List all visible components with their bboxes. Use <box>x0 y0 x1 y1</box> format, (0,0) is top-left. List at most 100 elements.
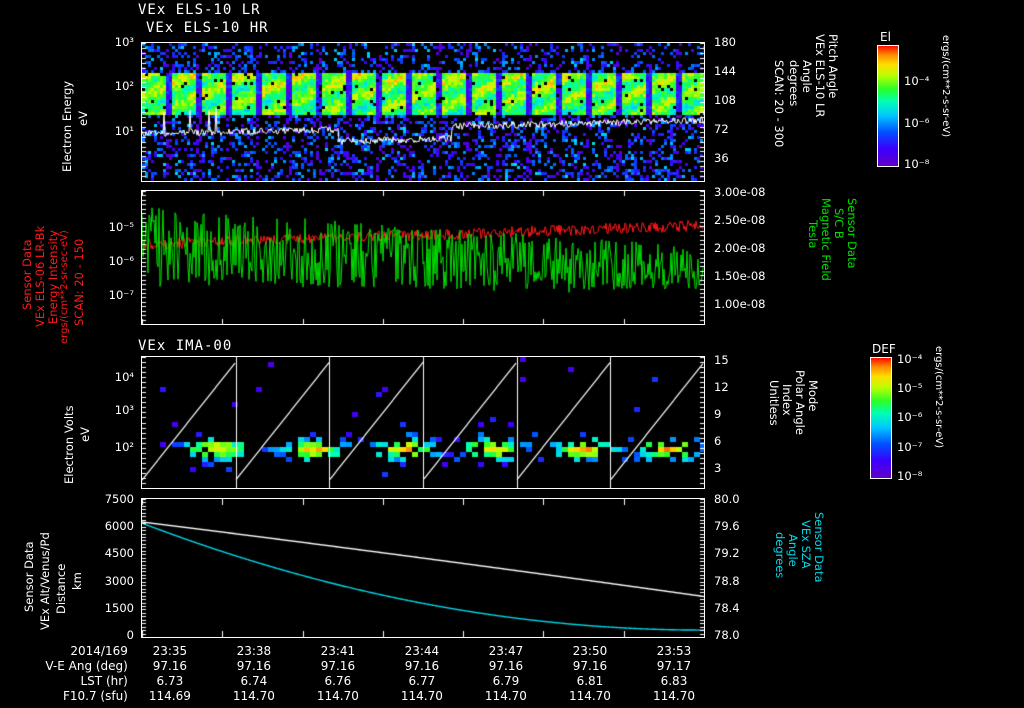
panel3-colorbar-tick-0: 10⁻⁴ <box>897 352 923 366</box>
panel4-left-label-3: km <box>70 572 84 590</box>
panel2-left-label-1: VEx ELS-06 LR-Bk <box>33 225 47 327</box>
panel4-ytick-3: 3000 <box>104 574 134 588</box>
panel2-ytick-1: 10⁻⁶ <box>108 254 134 268</box>
panel2-y2tick-3: 1.50e-08 <box>714 269 766 283</box>
panel1-colorbar-tick-2: 10⁻⁸ <box>904 157 930 171</box>
panel4-right-label-0: Sensor Data <box>812 512 826 583</box>
panel3-colorbar-tick-2: 10⁻⁶ <box>897 410 923 424</box>
table-cell: 6.76 <box>324 674 352 688</box>
panel2-right-label-0: Sensor Data <box>845 198 859 269</box>
table-cell: 97.16 <box>236 659 272 673</box>
table-cell: 6.74 <box>240 674 268 688</box>
panel3-y2tick-4: 3 <box>714 461 722 475</box>
panel2-y2tick-2: 2.00e-08 <box>714 241 766 255</box>
table-cell: 6.77 <box>408 674 436 688</box>
panel1-right-label-0: Pitch Angle <box>826 34 840 99</box>
panel4-plot[interactable] <box>141 498 705 638</box>
panel2-ytick-0: 10⁻⁵ <box>108 220 134 234</box>
panel1-y2tick-4: 36 <box>714 151 729 165</box>
panel2-right-label-2: Magnetic Field <box>819 198 833 281</box>
panel3-colorbar-title: DEF <box>872 342 896 356</box>
panel1-colorbar-unit: ergs/(cm**2-s-sr-eV) <box>940 35 951 138</box>
panel1-y2tick-1: 144 <box>714 64 736 78</box>
table-cell: 6.79 <box>492 674 520 688</box>
panel1-ytick-2: 10¹ <box>114 124 134 138</box>
panel3-ytick-2: 10² <box>114 440 134 454</box>
panel1-right-label-1: VEx ELS-10 LR <box>813 34 827 118</box>
panel3-left-axis-label: Electron Volts <box>62 405 76 484</box>
panel4-y2tick-5: 78.0 <box>714 628 740 642</box>
panel4-right-label-1: VEx SZA <box>799 520 813 569</box>
panel3-title-top: VEx IMA-00 <box>138 338 233 354</box>
table-cell: 23:47 <box>488 644 524 658</box>
panel1-colorbar-title: El <box>880 30 891 44</box>
table-row: LST (hr) 6.73 6.74 6.76 6.77 6.79 6.81 6.83 <box>0 674 716 689</box>
panel3-colorbar-unit: ergs/(cm**2-s-sr-eV) <box>933 346 944 449</box>
table-cell: 23:53 <box>656 644 692 658</box>
panel4-right-label-2: Angle <box>786 534 800 567</box>
panel2-left-label-0: Sensor Data <box>20 239 34 310</box>
table-row-label: V-E Ang (deg) <box>45 659 128 673</box>
panel4-y2tick-3: 78.8 <box>714 574 740 588</box>
panel4-left-label-1: VEx Alt/Venus/Pd <box>38 532 52 630</box>
table-cell: 6.83 <box>660 674 688 688</box>
panel1-y2tick-0: 180 <box>714 35 736 49</box>
panel4-y2tick-1: 79.6 <box>714 519 740 533</box>
panel2-right-label-3: Tesla <box>806 220 820 249</box>
panel4-ytick-4: 1500 <box>104 601 134 615</box>
panel4-y2tick-2: 79.2 <box>714 546 740 560</box>
panel3-right-label-1: Polar Angle <box>793 370 807 435</box>
panel3-right-label-0: Mode <box>806 380 820 412</box>
panel1-title-sub: VEx ELS-10 HR <box>146 20 269 36</box>
panel1-left-axis-units: eV <box>76 111 90 126</box>
panel4-y2tick-4: 78.4 <box>714 601 740 615</box>
table-cell: 97.17 <box>656 659 692 673</box>
panel3-colorbar <box>870 357 892 479</box>
panel4-right-label-3: degrees <box>773 532 787 579</box>
panel1-colorbar-tick-0: 10⁻⁴ <box>904 74 930 88</box>
table-cell: 114.70 <box>652 689 695 703</box>
panel1-colorbar <box>877 45 899 167</box>
panel2-left-label-4: SCAN: 20 - 150 <box>72 238 86 326</box>
bottom-data-table: 2014/169 23:35 23:38 23:41 23:44 23:47 23:50 23… <box>0 644 716 704</box>
panel3-ytick-0: 10⁴ <box>114 370 134 384</box>
table-cell: 97.16 <box>488 659 524 673</box>
panel3-colorbar-tick-1: 10⁻⁵ <box>897 381 923 395</box>
table-cell: 97.16 <box>152 659 188 673</box>
panel2-y2tick-1: 2.50e-08 <box>714 213 766 227</box>
panel3-colorbar-tick-4: 10⁻⁸ <box>897 469 923 483</box>
panel2-left-label-3: ergs/(cm**2-sr-sec-eV) <box>59 230 70 344</box>
panel2-plot[interactable] <box>141 190 705 325</box>
panel4-left-label-0: Sensor Data <box>22 541 36 612</box>
panel1-right-label-2: Angle <box>800 60 814 93</box>
panel2-ytick-2: 10⁻⁷ <box>108 288 134 302</box>
panel1-ytick-0: 10³ <box>114 35 134 49</box>
panel2-y2tick-0: 3.00e-08 <box>714 185 766 199</box>
panel3-y2tick-0: 15 <box>714 353 729 367</box>
panel2-y2tick-4: 1.00e-08 <box>714 297 766 311</box>
panel1-ytick-1: 10² <box>114 79 134 93</box>
panel3-plot[interactable] <box>141 356 705 489</box>
panel1-left-axis-label: Electron Energy <box>60 80 74 172</box>
panel3-ytick-1: 10³ <box>114 403 134 417</box>
table-cell: 23:38 <box>236 644 272 658</box>
panel1-plot[interactable] <box>141 42 705 182</box>
panel1-colorbar-tick-1: 10⁻⁶ <box>904 116 930 130</box>
table-row: V-E Ang (deg) 97.16 97.16 97.16 97.16 97.16 97… <box>0 659 716 674</box>
table-cell: 6.81 <box>576 674 604 688</box>
table-cell: 114.70 <box>484 689 527 703</box>
panel4-ytick-1: 6000 <box>104 519 134 533</box>
panel3-left-axis-units: eV <box>78 427 92 442</box>
panel3-colorbar-tick-3: 10⁻⁷ <box>897 440 923 454</box>
panel4-ytick-5: 0 <box>126 628 134 642</box>
panel3-y2tick-1: 12 <box>714 380 729 394</box>
panel1-y2tick-2: 108 <box>714 93 736 107</box>
panel3-right-label-2: Index <box>780 384 794 416</box>
panel1-title-top: VEx ELS-10 LR <box>138 2 261 18</box>
table-row-label: 2014/169 <box>70 644 128 658</box>
table-cell: 114.70 <box>568 689 611 703</box>
panel4-ytick-2: 4500 <box>104 546 134 560</box>
table-cell: 23:35 <box>152 644 188 658</box>
table-cell: 97.16 <box>320 659 356 673</box>
panel4-left-label-2: Distance <box>54 563 68 614</box>
